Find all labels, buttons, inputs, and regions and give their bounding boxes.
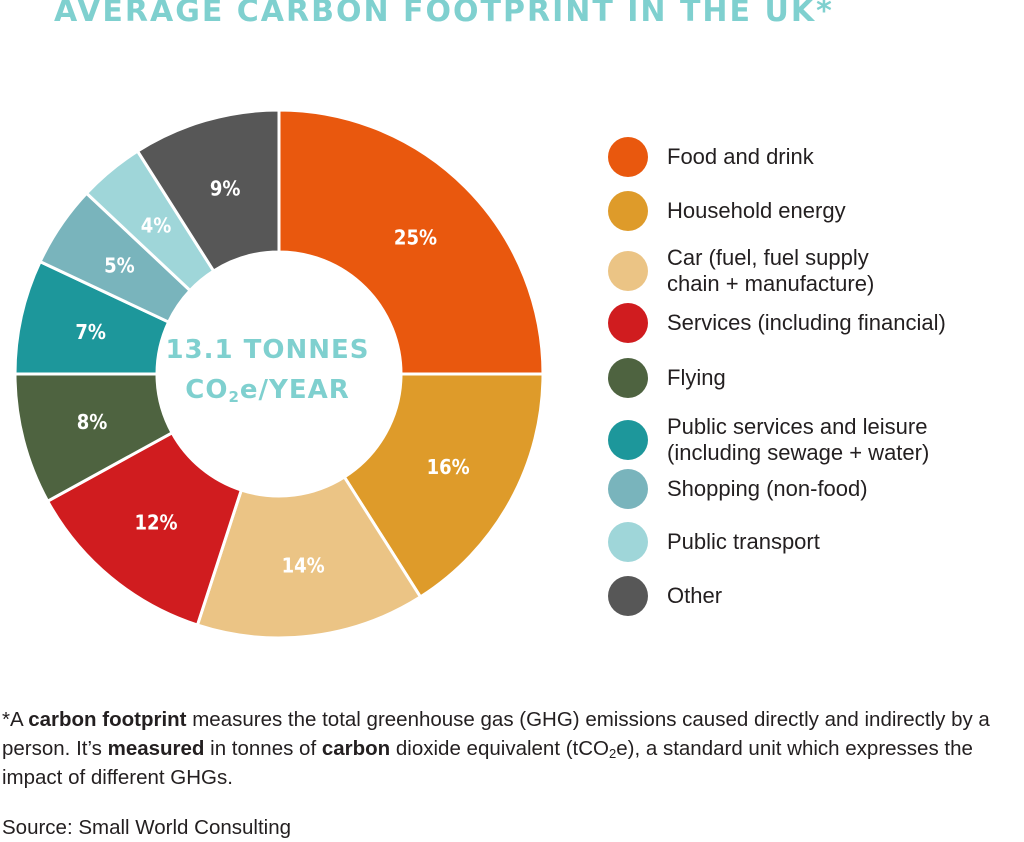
legend-item: Other xyxy=(608,576,722,616)
legend-item: Shopping (non-food) xyxy=(608,469,868,509)
legend-item: Household energy xyxy=(608,191,846,231)
legend-item: Public transport xyxy=(608,522,820,562)
legend-label: Services (including financial) xyxy=(667,310,946,336)
legend-label-line: Public transport xyxy=(667,529,820,554)
legend-swatch xyxy=(608,251,648,291)
center-total-label: 13.1 TONNES CO2e/YEAR xyxy=(140,330,395,410)
donut-slices xyxy=(13,108,545,640)
legend-label-line: Flying xyxy=(667,365,726,390)
legend-swatch xyxy=(608,303,648,343)
legend-swatch xyxy=(608,137,648,177)
legend-label: Public services and leisure (including se… xyxy=(667,414,929,466)
legend-label-line: Food and drink xyxy=(667,144,814,169)
slice-label-6: 5% xyxy=(104,254,135,278)
slice-label-4: 8% xyxy=(77,410,108,434)
legend-label-line: Shopping (non-food) xyxy=(667,476,868,501)
legend-item: Car (fuel, fuel supply chain + manufactur… xyxy=(608,245,874,297)
legend-swatch xyxy=(608,358,648,398)
legend-label-line: Services (including financial) xyxy=(667,310,946,335)
slice-label-3: 12% xyxy=(134,511,177,535)
donut-chart: 25% 16% 14% 12% 8% 7% 5%4% 9% xyxy=(13,108,545,640)
slice-label-7: 4% xyxy=(141,213,172,237)
legend-label: Shopping (non-food) xyxy=(667,476,868,502)
legend-label: Household energy xyxy=(667,198,846,224)
center-line-2: CO2e/YEAR xyxy=(185,375,350,406)
legend-label-line: chain + manufacture) xyxy=(667,271,875,296)
donut-labels: 25% 16% 14% 12% 8% 7% 5%4% 9% xyxy=(75,177,469,578)
slice-1 xyxy=(342,372,545,599)
legend-label-line: (including sewage + water) xyxy=(667,440,930,465)
legend-label-line: Car (fuel, fuel supply xyxy=(667,245,869,270)
legend-swatch xyxy=(608,420,648,460)
legend-label: Other xyxy=(667,583,722,609)
chart-title: AVERAGE CARBON FOOTPRINT IN THE UK* xyxy=(54,0,834,29)
slice-label-1: 16% xyxy=(427,455,470,479)
legend-item: Services (including financial) xyxy=(608,303,946,343)
slice-label-2: 14% xyxy=(282,553,325,577)
slice-2 xyxy=(195,474,423,640)
slice-label-8: 9% xyxy=(210,177,241,201)
legend-label-line: Public services and leisure xyxy=(667,414,928,439)
footnote: *A carbon footprint measures the total g… xyxy=(2,708,990,789)
legend-swatch xyxy=(608,576,648,616)
source-note: Source: Small World Consulting xyxy=(2,816,292,839)
slice-label-0: 25% xyxy=(394,226,437,250)
legend-label: Public transport xyxy=(667,529,820,555)
legend-label: Car (fuel, fuel supply chain + manufactur… xyxy=(667,245,874,297)
legend-label-line: Other xyxy=(667,583,723,608)
legend-label-line: Household energy xyxy=(667,198,846,223)
legend-item: Public services and leisure (including se… xyxy=(608,414,929,466)
slice-8 xyxy=(135,108,281,274)
legend-label: Flying xyxy=(667,365,726,391)
legend-item: Flying xyxy=(608,358,726,398)
center-line-1: 13.1 TONNES xyxy=(165,335,370,365)
legend-swatch xyxy=(608,191,648,231)
legend-label: Food and drink xyxy=(667,144,814,170)
slice-0 xyxy=(277,108,545,376)
slice-3 xyxy=(45,430,244,627)
legend-swatch xyxy=(608,522,648,562)
legend-swatch xyxy=(608,469,648,509)
slice-label-5: 7% xyxy=(75,320,106,344)
legend-item: Food and drink xyxy=(608,137,814,177)
